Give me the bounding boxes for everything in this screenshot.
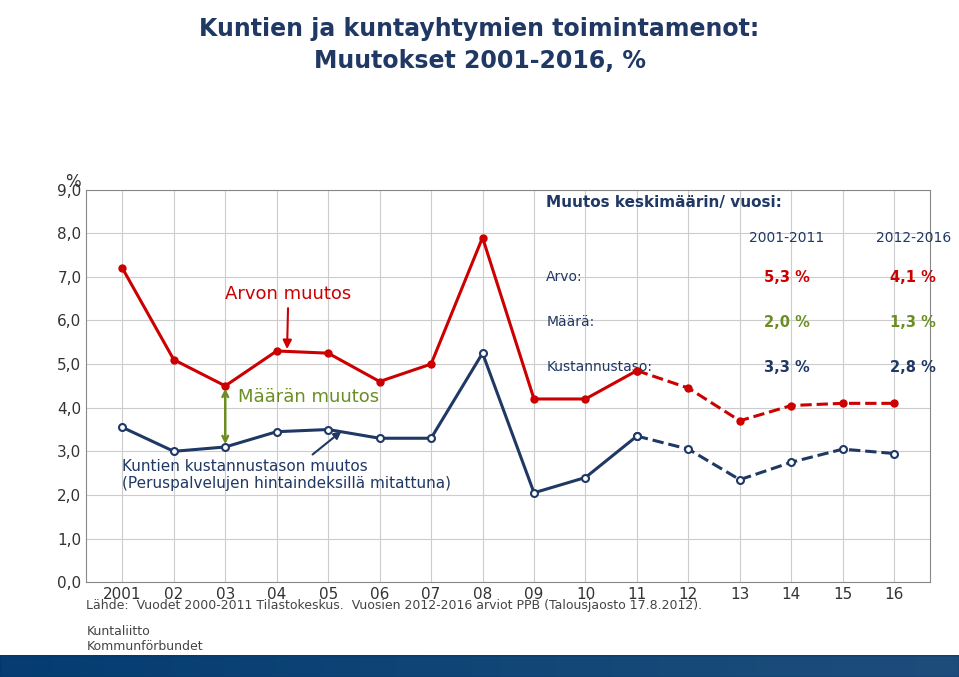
Text: 4,1 %: 4,1 % [890, 270, 936, 285]
Text: Lähde:  Vuodet 2000-2011 Tilastokeskus.  Vuosien 2012-2016 arviot PPB (Talousjao: Lähde: Vuodet 2000-2011 Tilastokeskus. V… [86, 599, 702, 612]
Text: 3,3 %: 3,3 % [764, 360, 809, 375]
Text: Muutokset 2001-2016, %: Muutokset 2001-2016, % [314, 49, 645, 72]
Text: Arvo:: Arvo: [547, 270, 583, 284]
Text: Kustannustaso:: Kustannustaso: [547, 360, 652, 374]
Text: Määrä:: Määrä: [547, 315, 595, 329]
Text: Muutos keskimäärin/ vuosi:: Muutos keskimäärin/ vuosi: [547, 196, 783, 211]
Text: 2,0 %: 2,0 % [763, 315, 809, 330]
Text: 2012-2016: 2012-2016 [876, 231, 951, 245]
Text: 5,3 %: 5,3 % [763, 270, 809, 285]
Text: Kuntien ja kuntayhtymien toimintamenot:: Kuntien ja kuntayhtymien toimintamenot: [199, 17, 760, 41]
Text: Kuntaliitto: Kuntaliitto [86, 625, 150, 638]
Text: %: % [65, 173, 81, 191]
Text: Kuntien kustannustason muutos
(Peruspalvelujen hintaindeksillä mitattuna): Kuntien kustannustason muutos (Peruspalv… [123, 433, 452, 492]
Text: Kommunförbundet: Kommunförbundet [86, 640, 203, 653]
Text: 2,8 %: 2,8 % [890, 360, 936, 375]
Text: 2001-2011: 2001-2011 [749, 231, 825, 245]
Text: Arvon muutos: Arvon muutos [225, 284, 352, 347]
Text: 1,3 %: 1,3 % [890, 315, 936, 330]
Text: Määrän muutos: Määrän muutos [238, 388, 379, 406]
